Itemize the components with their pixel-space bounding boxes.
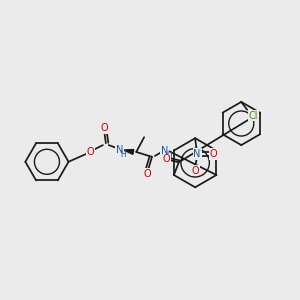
Text: +: + [200,148,205,154]
Text: O: O [210,149,218,159]
Polygon shape [124,150,134,154]
Text: H: H [121,150,126,159]
Text: H: H [166,152,172,160]
Text: O: O [100,123,108,134]
Text: N: N [194,149,201,159]
Text: O: O [162,154,170,164]
Text: O: O [191,166,199,176]
Text: Cl: Cl [248,111,258,121]
Text: O: O [143,169,151,178]
Text: N: N [116,145,123,155]
Text: O: O [86,147,94,157]
Text: N: N [161,146,168,156]
Text: −: − [197,172,203,178]
